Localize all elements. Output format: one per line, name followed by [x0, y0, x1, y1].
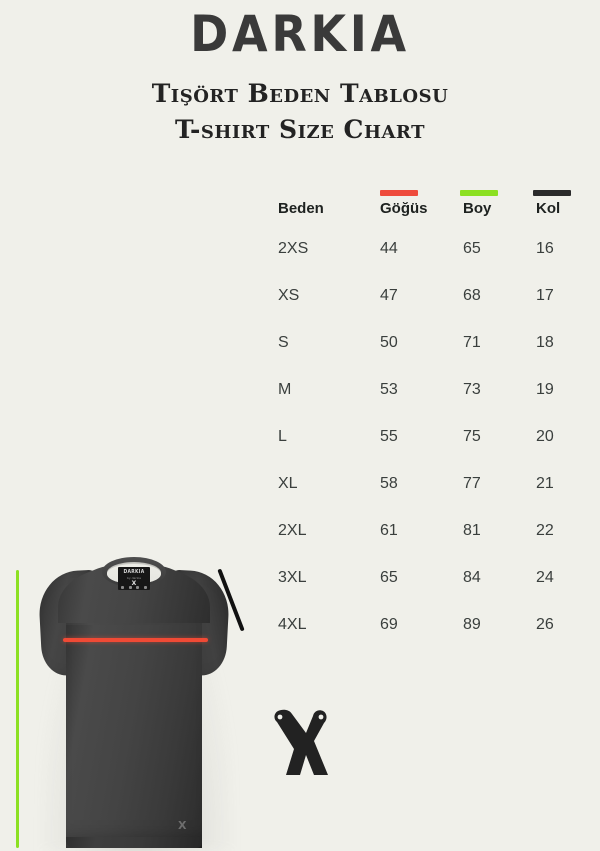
cell-boy: 84 [463, 569, 481, 586]
subtitle-english: T-shirt Size Chart [175, 115, 425, 144]
table-row: 4XL 69 89 26 [270, 616, 590, 663]
cell-beden: 4XL [278, 616, 307, 633]
shirt-hem [66, 837, 202, 848]
table-row: 3XL 65 84 24 [270, 569, 590, 616]
shirt-front-mark: X [178, 819, 187, 832]
cell-kol: 20 [536, 428, 554, 445]
table-row: 2XL 61 81 22 [270, 522, 590, 569]
cell-boy: 68 [463, 287, 481, 304]
table-row: M 53 73 19 [270, 381, 590, 428]
cell-beden: S [278, 334, 289, 351]
column-header-kol: Kol [536, 200, 561, 217]
cell-beden: 3XL [278, 569, 307, 586]
cell-kol: 22 [536, 522, 554, 539]
cell-kol: 24 [536, 569, 554, 586]
column-header-gogus: Göğüs [380, 200, 428, 217]
cell-gogus: 55 [380, 428, 398, 445]
x-logo-eye-left [277, 714, 283, 720]
cell-gogus: 50 [380, 334, 398, 351]
cell-boy: 75 [463, 428, 481, 445]
column-header-beden: Beden [278, 200, 324, 217]
neck-label-care-icons [121, 586, 147, 589]
legend-bar-kol [533, 190, 571, 196]
cell-beden: 2XL [278, 522, 307, 539]
neck-label-brand: DARKIA [123, 569, 145, 575]
table-row: S 50 71 18 [270, 334, 590, 381]
cell-kol: 19 [536, 381, 554, 398]
cell-gogus: 61 [380, 522, 398, 539]
cell-boy: 81 [463, 522, 481, 539]
length-measurement-line [16, 570, 19, 848]
table-row: XL 58 77 21 [270, 475, 590, 522]
cell-gogus: 65 [380, 569, 398, 586]
cell-boy: 77 [463, 475, 481, 492]
cell-beden: XL [278, 475, 298, 492]
cell-beden: L [278, 428, 287, 445]
table-header-row: Beden Göğüs Boy Kol [270, 200, 590, 240]
neck-label-size: X [131, 580, 137, 587]
cell-gogus: 44 [380, 240, 398, 257]
cell-boy: 71 [463, 334, 481, 351]
care-icon-bleach [128, 586, 132, 589]
cell-boy: 73 [463, 381, 481, 398]
neck-label: DARKIA by darkia X [118, 567, 150, 590]
cell-kol: 18 [536, 334, 554, 351]
subtitle-turkish: Tişört Beden Tablosu [151, 79, 449, 108]
chest-measurement-line [63, 638, 208, 642]
cell-gogus: 69 [380, 616, 398, 633]
tshirt-illustration: DARKIA by darkia X X [0, 270, 280, 851]
size-table: Beden Göğüs Boy Kol 2XS 44 65 16 XS 47 6… [270, 186, 590, 663]
size-chart-page: DARKIA Tişört Beden Tablosu T-shirt Size… [0, 5, 590, 851]
shirt-graphic: DARKIA by darkia X X [37, 555, 231, 848]
column-header-boy: Boy [463, 200, 492, 217]
table-row: L 55 75 20 [270, 428, 590, 475]
cell-beden: XS [278, 287, 300, 304]
care-icon-iron [143, 586, 147, 589]
cell-boy: 89 [463, 616, 481, 633]
care-icon-dry [136, 586, 140, 589]
cell-kol: 16 [536, 240, 554, 257]
x-logo-eye-right [318, 714, 324, 720]
care-icon-wash [121, 586, 124, 589]
cell-gogus: 58 [380, 475, 398, 492]
cell-beden: M [278, 381, 292, 398]
brand-logo: DARKIA [190, 5, 410, 63]
footer-logo [270, 705, 330, 783]
cell-gogus: 53 [380, 381, 398, 398]
cell-kol: 17 [536, 287, 554, 304]
legend-bar-boy [460, 190, 498, 196]
shirt-torso [66, 625, 202, 848]
legend-bar-gogus [380, 190, 418, 196]
table-row: XS 47 68 17 [270, 287, 590, 334]
cell-boy: 65 [463, 240, 481, 257]
table-row: 2XS 44 65 16 [270, 240, 590, 287]
cell-kol: 21 [536, 475, 554, 492]
x-logo-icon [274, 709, 328, 775]
legend-row [270, 186, 590, 200]
cell-gogus: 47 [380, 287, 398, 304]
cell-beden: 2XS [278, 240, 309, 257]
neck-label-sub: by darkia [126, 576, 142, 580]
cell-kol: 26 [536, 616, 554, 633]
